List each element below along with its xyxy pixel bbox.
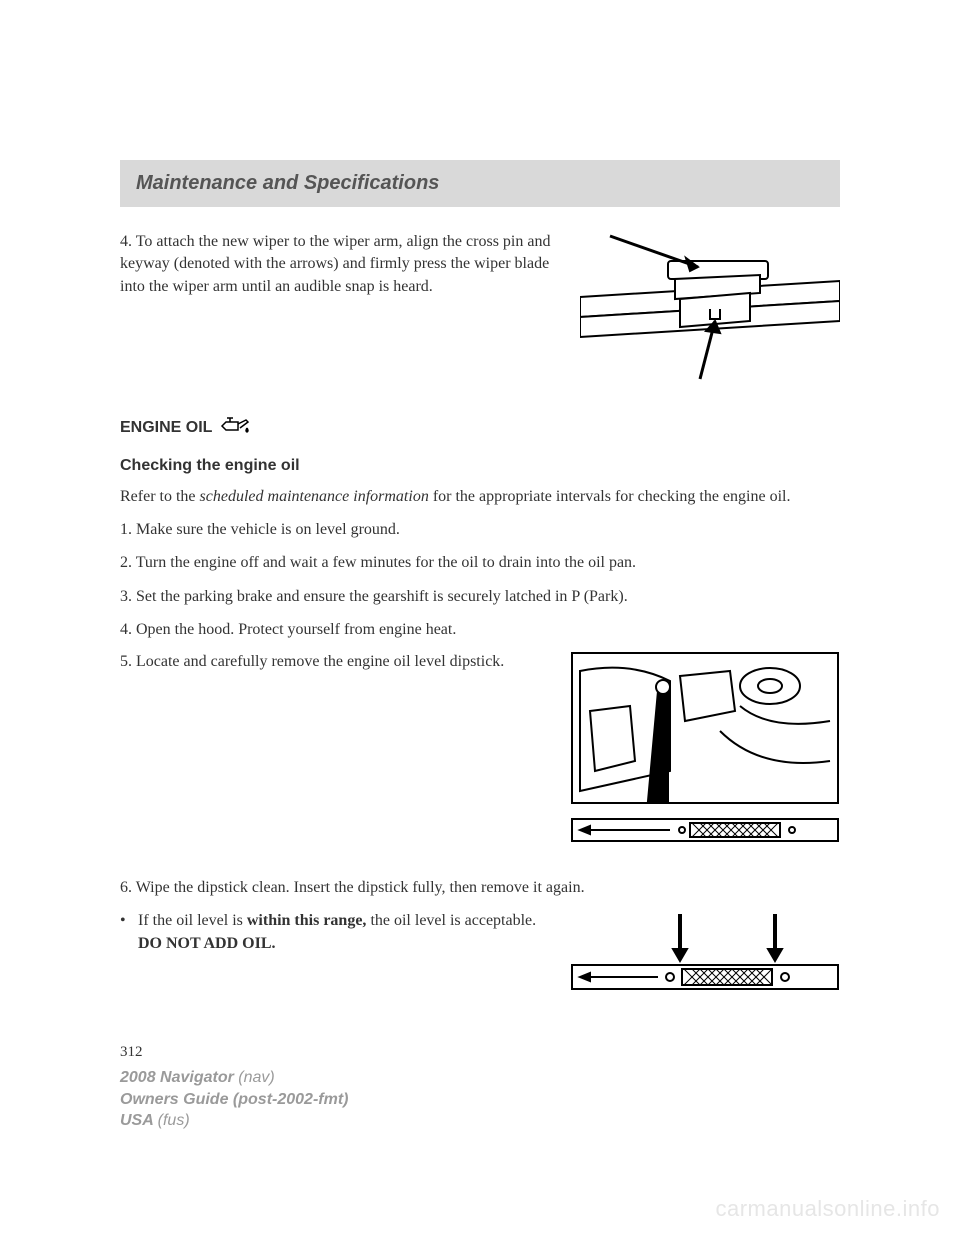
oil-step4: 4. Open the hood. Protect yourself from …	[120, 618, 840, 641]
watermark: carmanualsonline.info	[715, 1196, 940, 1222]
step5-row: 5. Locate and carefully remove the engin…	[120, 651, 840, 856]
footer-line1: 2008 Navigator (nav)	[120, 1067, 348, 1089]
engine-oil-heading: ENGINE OIL	[120, 416, 840, 439]
bullet-pre: If the oil level is	[138, 912, 247, 929]
section-header: Maintenance and Specifications	[120, 160, 840, 207]
engine-oil-heading-text: ENGINE OIL	[120, 419, 212, 437]
footer-l3b: (fus)	[158, 1112, 190, 1129]
bullet-row: If the oil level is within this range, t…	[120, 909, 840, 1004]
wiper-diagram	[580, 231, 840, 386]
intro-italic: scheduled maintenance information	[200, 488, 429, 505]
checking-oil-heading: Checking the engine oil	[120, 457, 840, 475]
bullet-bold2: DO NOT ADD OIL.	[138, 935, 276, 952]
oil-step2: 2. Turn the engine off and wait a few mi…	[120, 551, 840, 574]
bullet-mid: the oil level is acceptable.	[366, 912, 536, 929]
footer-line2: Owners Guide (post-2002-fmt)	[120, 1089, 348, 1111]
oil-step5: 5. Locate and carefully remove the engin…	[120, 651, 550, 856]
dipstick-range-diagram	[570, 909, 840, 1004]
oil-can-icon	[218, 416, 250, 439]
footer-l1a: 2008 Navigator	[120, 1069, 238, 1086]
step4-text: 4. To attach the new wiper to the wiper …	[120, 231, 560, 386]
footer-line3: USA (fus)	[120, 1110, 348, 1132]
bullet-bold1: within this range,	[247, 912, 367, 929]
footer-l3a: USA	[120, 1112, 158, 1129]
doc-footer: 2008 Navigator (nav) Owners Guide (post-…	[120, 1067, 348, 1132]
page-number: 312	[120, 1044, 840, 1061]
intro-post: for the appropriate intervals for checki…	[429, 488, 791, 505]
intro-text: Refer to the scheduled maintenance infor…	[120, 485, 840, 508]
oil-step3: 3. Set the parking brake and ensure the …	[120, 585, 840, 608]
step4-row: 4. To attach the new wiper to the wiper …	[120, 231, 840, 386]
footer-l1b: (nav)	[238, 1069, 274, 1086]
bullet-text: If the oil level is within this range, t…	[120, 909, 550, 1004]
oil-step6: 6. Wipe the dipstick clean. Insert the d…	[120, 876, 840, 899]
engine-bay-diagram	[570, 651, 840, 856]
section-title: Maintenance and Specifications	[136, 172, 824, 195]
oil-step1: 1. Make sure the vehicle is on level gro…	[120, 518, 840, 541]
intro-pre: Refer to the	[120, 488, 200, 505]
